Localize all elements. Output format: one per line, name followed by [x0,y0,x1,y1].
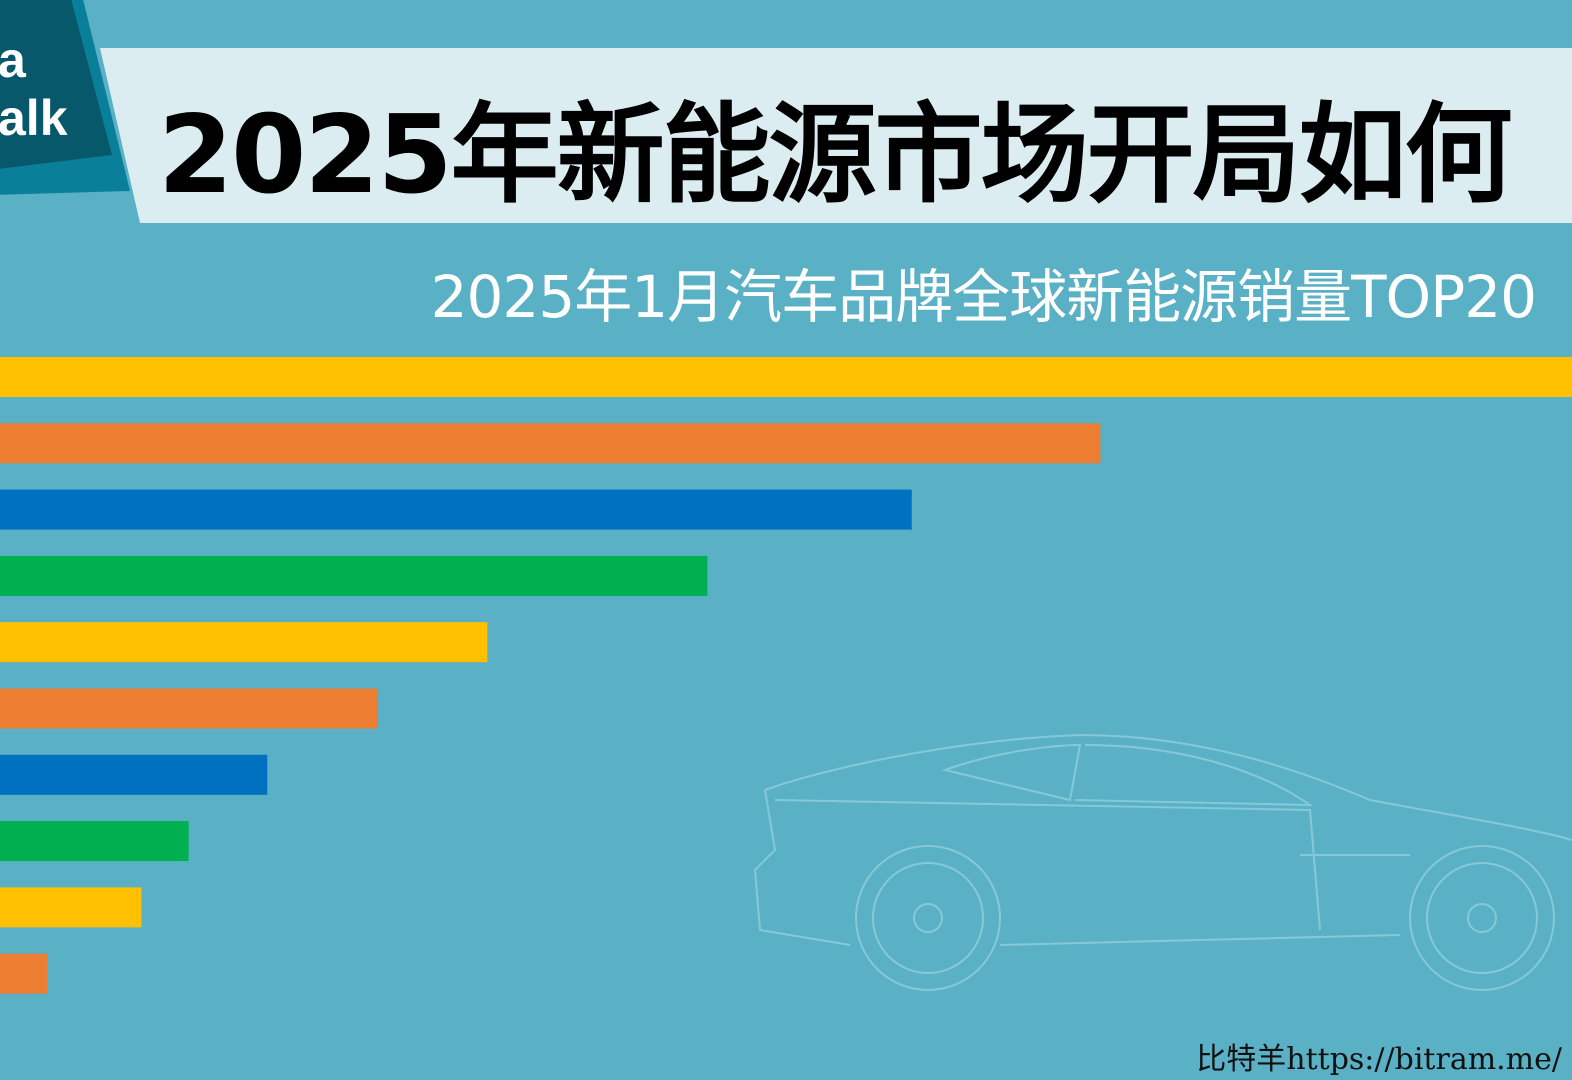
bar-4 [0,555,708,596]
logo-text-1: a [0,32,26,88]
watermark: 比特羊https://bitram.me/ [1196,1042,1562,1077]
car-outline-illustration [753,733,1572,991]
bar-10 [0,953,48,994]
logo: a alk [0,0,112,170]
bar-7 [0,754,268,795]
title-banner [100,48,1572,223]
bar-9 [0,887,142,928]
bar-1 [0,357,1572,397]
chart-subtitle: 2025年1月汽车品牌全球新能源销量TOP20 [430,263,1537,331]
bar-5 [0,622,488,663]
logo-text-2: alk [0,90,68,146]
bar-3 [0,489,912,530]
bar-8 [0,821,189,862]
bar-2 [0,423,1101,464]
bar-6 [0,688,378,729]
page-title: 2025年新能源市场开局如何 [158,93,1513,218]
